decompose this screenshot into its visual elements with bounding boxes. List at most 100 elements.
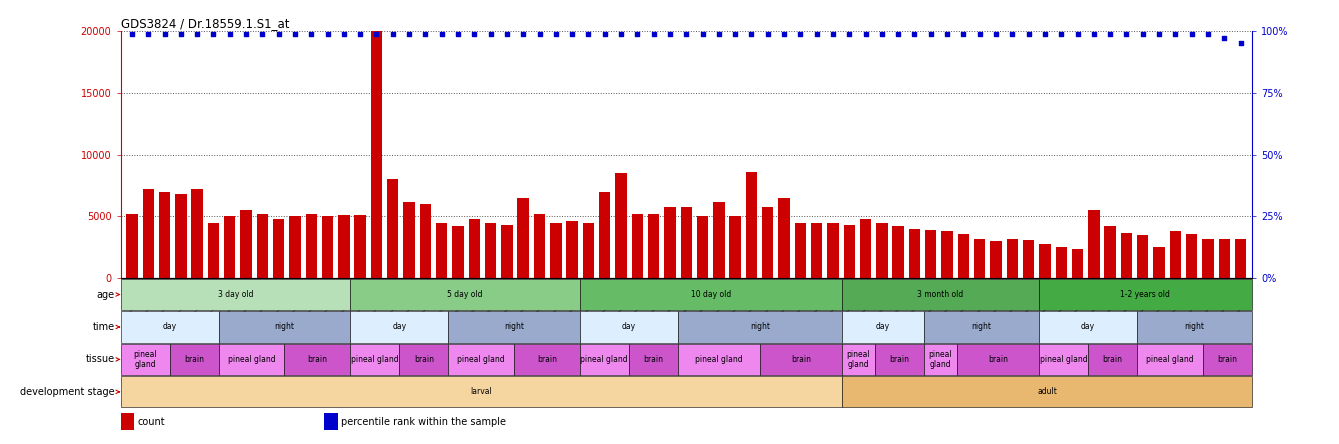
Point <box>561 30 582 37</box>
Bar <box>126 214 138 278</box>
Bar <box>159 192 170 278</box>
Text: brain: brain <box>185 355 205 364</box>
Bar <box>1105 226 1115 278</box>
Text: percentile rank within the sample: percentile rank within the sample <box>341 416 506 427</box>
Point <box>611 30 632 37</box>
Point <box>463 30 485 37</box>
Bar <box>355 215 366 278</box>
Text: adult: adult <box>1036 387 1056 396</box>
Point <box>969 30 991 37</box>
Bar <box>170 344 218 375</box>
Point <box>1067 30 1089 37</box>
Text: larval: larval <box>470 387 493 396</box>
Text: count: count <box>138 416 165 427</box>
Text: day: day <box>1081 322 1095 332</box>
Point <box>595 30 616 37</box>
Point <box>806 30 828 37</box>
Text: development stage: development stage <box>20 387 115 397</box>
Point <box>268 30 289 37</box>
Point <box>545 30 566 37</box>
Bar <box>664 206 676 278</box>
Text: 3 day old: 3 day old <box>217 290 253 299</box>
Bar <box>629 344 678 375</box>
Text: night: night <box>971 322 991 332</box>
Bar <box>349 344 399 375</box>
Bar <box>582 223 595 278</box>
Bar <box>121 278 1252 309</box>
Bar <box>1218 239 1231 278</box>
Bar <box>1007 239 1018 278</box>
Text: brain: brain <box>414 355 434 364</box>
Point <box>838 30 860 37</box>
Point <box>1197 30 1218 37</box>
Point <box>399 30 420 37</box>
Bar <box>121 279 349 310</box>
Point <box>349 30 371 37</box>
Bar <box>828 223 838 278</box>
Point <box>872 30 893 37</box>
Text: brain: brain <box>889 355 909 364</box>
Bar <box>273 219 284 278</box>
Bar <box>580 344 629 375</box>
Text: brain: brain <box>1102 355 1122 364</box>
Bar <box>121 311 218 342</box>
Point <box>284 30 305 37</box>
Text: 1-2 years old: 1-2 years old <box>1121 290 1170 299</box>
Point <box>513 30 534 37</box>
Point <box>122 30 143 37</box>
Point <box>1115 30 1137 37</box>
Bar <box>1153 247 1165 278</box>
Bar <box>240 210 252 278</box>
Text: time: time <box>92 322 115 332</box>
Bar <box>566 222 578 278</box>
Point <box>1149 30 1170 37</box>
Bar <box>1186 234 1197 278</box>
Bar <box>485 223 497 278</box>
Point <box>415 30 437 37</box>
Text: pineal gland: pineal gland <box>351 355 399 364</box>
Text: brain: brain <box>791 355 811 364</box>
Bar <box>403 202 415 278</box>
Point <box>724 30 746 37</box>
Bar <box>371 31 382 278</box>
Bar <box>419 204 431 278</box>
Bar <box>1039 311 1137 342</box>
Text: brain: brain <box>1217 355 1237 364</box>
Bar <box>680 206 692 278</box>
Bar <box>876 223 888 278</box>
Bar <box>874 344 924 375</box>
Text: day: day <box>162 322 177 332</box>
Bar <box>860 219 872 278</box>
Bar <box>973 239 986 278</box>
Bar <box>1089 210 1099 278</box>
Point <box>790 30 811 37</box>
Bar <box>399 344 449 375</box>
Text: day: day <box>392 322 406 332</box>
Bar <box>616 173 627 278</box>
Text: night: night <box>1185 322 1205 332</box>
Bar <box>761 344 842 375</box>
Bar <box>941 231 953 278</box>
Point <box>1083 30 1105 37</box>
Bar <box>339 215 349 278</box>
Bar <box>991 241 1002 278</box>
Point <box>236 30 257 37</box>
Point <box>1099 30 1121 37</box>
Bar <box>924 344 957 375</box>
Point <box>740 30 762 37</box>
Text: brain: brain <box>307 355 327 364</box>
Bar <box>1023 240 1034 278</box>
Point <box>1229 40 1251 47</box>
Point <box>186 30 208 37</box>
Point <box>822 30 844 37</box>
Bar <box>696 217 708 278</box>
Bar <box>349 311 449 342</box>
Point <box>920 30 941 37</box>
Bar <box>746 172 757 278</box>
Point <box>220 30 241 37</box>
Bar <box>648 214 659 278</box>
Point <box>447 30 469 37</box>
Point <box>431 30 453 37</box>
Bar <box>1202 344 1252 375</box>
Bar <box>1202 239 1213 278</box>
